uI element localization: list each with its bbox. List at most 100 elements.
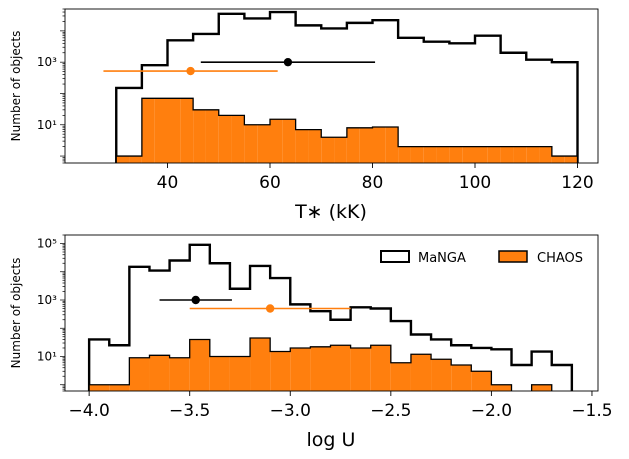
histogram-bar	[449, 146, 463, 163]
histogram-bar	[231, 115, 245, 163]
histogram-bar	[410, 354, 432, 391]
manga-error-bar	[200, 57, 376, 67]
manga-error-bar	[159, 295, 232, 305]
histogram-bar	[321, 137, 335, 163]
x-axis-ticks: 40 60 80 100 120	[157, 163, 594, 193]
chaos-error-bar	[189, 304, 351, 313]
legend-label-chaos: CHAOS	[537, 251, 583, 266]
histogram-bar	[398, 146, 411, 163]
histogram-bar	[372, 126, 386, 163]
histogram-bar	[193, 109, 206, 163]
histogram-bar	[475, 146, 488, 163]
chaos-series	[88, 337, 553, 391]
histogram-bar	[487, 146, 501, 163]
x-tick-label: −1.5	[571, 401, 612, 421]
temperature-histogram-panel: 40 60 80 100 120 10¹ 10³ T∗ (kK) Number of ob…	[9, 8, 599, 223]
histogram-bar	[539, 146, 552, 163]
x-axis-label: log U	[307, 429, 356, 451]
y-tick-label: 10¹	[37, 118, 57, 132]
x-tick-label: −2.0	[471, 401, 512, 421]
plot-area	[87, 243, 574, 391]
ionization-histogram-panel: −4.0 −3.5 −3.0 −2.5 −2.0 −1.5 10¹ 10³ 10⁵ log U…	[9, 234, 613, 451]
x-tick-label: 40	[157, 173, 179, 193]
legend-label-manga: MaNGA	[418, 251, 466, 266]
histogram-bar	[167, 98, 181, 163]
x-tick-label: 60	[259, 173, 281, 193]
histogram-bar	[141, 98, 155, 163]
x-tick-label: −3.0	[270, 401, 311, 421]
histogram-bar	[290, 347, 311, 391]
y-axis-label: Number of objects	[9, 31, 23, 142]
histogram-bar	[218, 115, 232, 163]
histogram-step	[87, 243, 574, 391]
histogram-bar	[330, 345, 351, 391]
histogram-bar	[370, 345, 391, 391]
histogram-bar	[346, 127, 360, 163]
y-tick-label: 10³	[37, 293, 57, 307]
histogram-outline	[115, 97, 579, 163]
histogram-bar	[390, 362, 411, 391]
histogram-bar	[282, 119, 296, 163]
plot-area	[103, 10, 579, 163]
legend-swatch-chaos	[498, 250, 528, 263]
histogram-bar	[129, 357, 150, 391]
chaos-error-bar	[103, 66, 278, 76]
histogram-bar	[229, 356, 251, 391]
x-tick-label: −3.5	[169, 401, 210, 421]
x-tick-label: −4.0	[68, 401, 109, 421]
histogram-bar	[129, 156, 142, 163]
histogram-bar	[270, 119, 283, 163]
histogram-bar	[89, 384, 110, 391]
y-axis-ticks: 10¹ 10³	[37, 8, 65, 164]
histogram-bar	[551, 156, 565, 163]
histogram-bar	[462, 146, 475, 163]
histogram-bar	[385, 126, 399, 163]
histogram-bar	[491, 384, 512, 391]
histogram-bar	[410, 146, 424, 163]
manga-series	[115, 10, 579, 163]
axes-frame	[64, 234, 599, 392]
legend: MaNGA CHAOS	[380, 250, 583, 266]
axes-frame	[64, 8, 599, 164]
y-axis-ticks: 10¹ 10³ 10⁵	[37, 234, 65, 392]
x-axis-label: T∗ (kK)	[294, 201, 367, 223]
histogram-bar	[423, 146, 437, 163]
y-tick-label: 10⁵	[37, 237, 57, 251]
histogram-bar	[310, 346, 331, 391]
histogram-bar	[244, 124, 258, 163]
histogram-bar	[257, 124, 270, 163]
histogram-bar	[526, 146, 540, 163]
legend-swatch-manga	[380, 250, 410, 263]
histogram-step	[115, 10, 579, 163]
x-tick-label: 120	[561, 173, 593, 193]
histogram-bar	[564, 156, 578, 163]
y-tick-label: 10³	[37, 55, 57, 69]
histogram-bar	[431, 359, 452, 391]
histogram-bar	[359, 127, 373, 163]
x-tick-label: 100	[459, 173, 491, 193]
histogram-outline	[88, 337, 553, 391]
y-axis-label: Number of objects	[9, 258, 23, 369]
y-tick-label: 10¹	[37, 349, 57, 363]
error-bar-point	[283, 57, 293, 67]
histogram-bar	[295, 129, 309, 163]
manga-series	[87, 243, 574, 391]
error-bar-point	[186, 66, 195, 76]
histogram-bar	[205, 109, 219, 163]
histogram-bar	[308, 129, 322, 163]
histogram-bar	[334, 137, 347, 163]
histogram-bar	[154, 98, 168, 163]
histogram-bar	[436, 146, 450, 163]
histogram-bar	[109, 384, 130, 391]
histogram-bar	[513, 146, 527, 163]
histogram-bar	[209, 356, 230, 391]
histogram-bar	[270, 351, 291, 391]
chaos-series	[115, 97, 579, 163]
error-bar-point	[191, 295, 200, 305]
x-axis-ticks: −4.0 −3.5 −3.0 −2.5 −2.0 −1.5	[68, 391, 613, 421]
histogram-bar	[531, 384, 552, 391]
x-tick-label: 80	[362, 173, 384, 193]
histogram-bar	[250, 338, 271, 391]
histogram-bar	[471, 371, 492, 391]
